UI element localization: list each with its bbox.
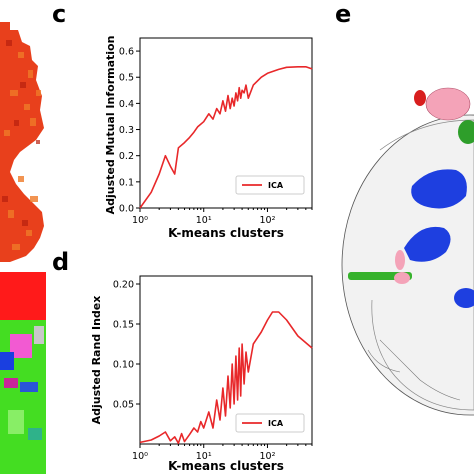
chart-ami-y-ticks: 0.0 0.1 0.2 0.3 0.4 0.5 0.6 <box>119 47 140 215</box>
chart-ami-series-ica-line <box>139 66 313 209</box>
chart-ari-legend: ICA <box>235 413 305 433</box>
segment-blue-a <box>0 352 14 370</box>
segment-pink <box>10 334 32 358</box>
chart-ami-legend-label: ICA <box>268 181 284 190</box>
blue-region-3 <box>454 288 474 308</box>
chart-ami-ylabel: Adjusted Mutual Information <box>104 36 117 215</box>
blue-region-1 <box>411 169 467 209</box>
segment-red <box>0 272 46 320</box>
segment-lightgreen <box>8 410 24 434</box>
chart-ari-x-tick-label: 10⁰ <box>132 451 148 462</box>
chart-ari-legend-label: ICA <box>268 419 284 428</box>
heatmap-texture <box>4 52 41 250</box>
chart-ami-legend: ICA <box>235 175 305 195</box>
chart-ami-legend-box <box>235 175 305 195</box>
left-image-panels <box>0 0 48 474</box>
chart-ami: 0.0 0.1 0.2 0.3 0.4 0.5 0.6 10⁰ 10¹ 10² Adjusted… <box>104 36 313 240</box>
chart-ari-y-tick-label: 0.15 <box>113 320 134 331</box>
segment-teal <box>28 428 42 440</box>
chart-ari-y-ticks: 0.05 0.10 0.15 0.20 <box>113 280 140 411</box>
panel-letter-e: e <box>335 0 351 28</box>
chart-ami-x-ticks: 10⁰ 10¹ 10² <box>132 208 313 226</box>
chart-ami-x-tick-label: 10² <box>260 215 276 226</box>
chart-ami-x-tick-label: 10⁰ <box>132 215 148 226</box>
red-heatmap-region <box>0 22 44 262</box>
chart-ami-y-tick-label: 0.1 <box>119 177 134 188</box>
chart-ari-legend-box <box>235 413 305 433</box>
panel-letter-d: d <box>52 248 69 276</box>
chart-ami-y-tick-label: 0.4 <box>119 99 134 110</box>
pink-region-low <box>394 272 410 284</box>
segment-magenta <box>4 378 18 388</box>
chart-ari-xlabel: K-means clusters <box>168 459 284 473</box>
chart-ari-y-tick-label: 0.05 <box>113 400 134 411</box>
green-region-top <box>458 120 474 144</box>
chart-ami-xlabel: K-means clusters <box>168 226 284 240</box>
brain-stem-outline <box>379 339 461 401</box>
panel-letter-c: c <box>52 0 66 28</box>
blue-region-2 <box>404 226 451 262</box>
chart-ari-ylabel: Adjusted Rand Index <box>90 296 103 425</box>
chart-ari: 0.05 0.10 0.15 0.20 10⁰ 10¹ 10² Adjusted Rand… <box>90 275 313 473</box>
chart-ari-x-tick-label: 10¹ <box>196 451 212 462</box>
chart-ami-y-tick-label: 0.2 <box>119 151 134 162</box>
chart-ami-y-tick-label: 0.3 <box>119 125 134 136</box>
chart-ari-plot-area <box>139 275 313 445</box>
chart-ari-x-ticks: 10⁰ 10¹ 10² <box>132 444 313 462</box>
chart-ami-plot-area <box>139 37 313 209</box>
pink-region-top <box>425 87 471 121</box>
chart-ari-series-ica-line <box>139 311 313 445</box>
brain-outline-inner <box>371 119 474 411</box>
pink-region-mid <box>395 250 405 270</box>
segment-blue-b <box>20 382 38 392</box>
chart-ari-y-tick-label: 0.10 <box>113 360 134 371</box>
brain-illustration <box>341 87 474 416</box>
heatmap-dark-texture <box>2 40 40 226</box>
chart-ari-x-tick-label: 10² <box>260 451 276 462</box>
brain-stem-outline-2 <box>367 349 401 373</box>
chart-ari-y-tick-label: 0.20 <box>113 280 134 291</box>
chart-ami-y-tick-label: 0.5 <box>119 73 134 84</box>
red-region-top <box>414 90 426 106</box>
chart-ami-x-tick-label: 10¹ <box>196 215 212 226</box>
segment-gray <box>34 326 44 344</box>
brain-outline-outer <box>341 114 474 416</box>
chart-ami-y-tick-label: 0.6 <box>119 47 134 58</box>
chart-ami-y-tick-label: 0.0 <box>119 204 134 215</box>
